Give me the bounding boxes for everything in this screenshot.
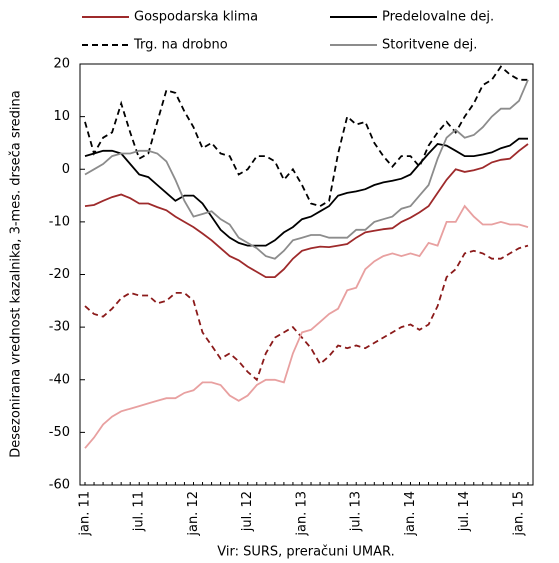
x-tick-label: jan. 15 bbox=[511, 491, 526, 537]
x-tick-label: jul. 12 bbox=[240, 491, 255, 532]
x-tick-label: jan. 13 bbox=[294, 491, 309, 537]
y-tick-label: -20 bbox=[49, 267, 70, 282]
y-tick-label: -30 bbox=[49, 320, 70, 335]
series-line bbox=[84, 244, 529, 382]
y-tick-label: -60 bbox=[49, 478, 70, 493]
x-tick-label: jan. 14 bbox=[403, 491, 418, 537]
x-tick-label: jan. 12 bbox=[186, 491, 201, 537]
legend-label: Storitvene dej. bbox=[382, 38, 477, 53]
source-note: Vir: SURS, preračuni UMAR. bbox=[217, 545, 394, 560]
legend-label: Gospodarska klima bbox=[134, 10, 258, 25]
y-axis-label: Desezonirana vrednost kazalnika, 3-mes. … bbox=[9, 90, 24, 457]
x-tick-label: jul. 14 bbox=[457, 491, 472, 532]
legend-label: Predelovalne dej. bbox=[382, 10, 494, 25]
x-tick-label: jul. 11 bbox=[132, 491, 147, 532]
series-line bbox=[84, 204, 529, 449]
y-tick-label: 0 bbox=[62, 162, 70, 177]
series-line bbox=[84, 79, 529, 260]
y-tick-label: -40 bbox=[49, 372, 70, 387]
y-tick-label: 10 bbox=[53, 109, 70, 124]
legend-label: Trg. na drobno bbox=[133, 38, 228, 53]
series-line bbox=[84, 137, 528, 247]
y-tick-label: -10 bbox=[49, 214, 70, 229]
y-tick-label: -50 bbox=[49, 425, 70, 440]
series-line bbox=[84, 143, 529, 278]
x-tick-label: jul. 13 bbox=[349, 491, 364, 532]
x-tick-label: jan. 11 bbox=[78, 491, 93, 537]
plot-frame bbox=[79, 63, 534, 486]
y-tick-label: 20 bbox=[53, 57, 70, 72]
series-line bbox=[84, 65, 528, 208]
